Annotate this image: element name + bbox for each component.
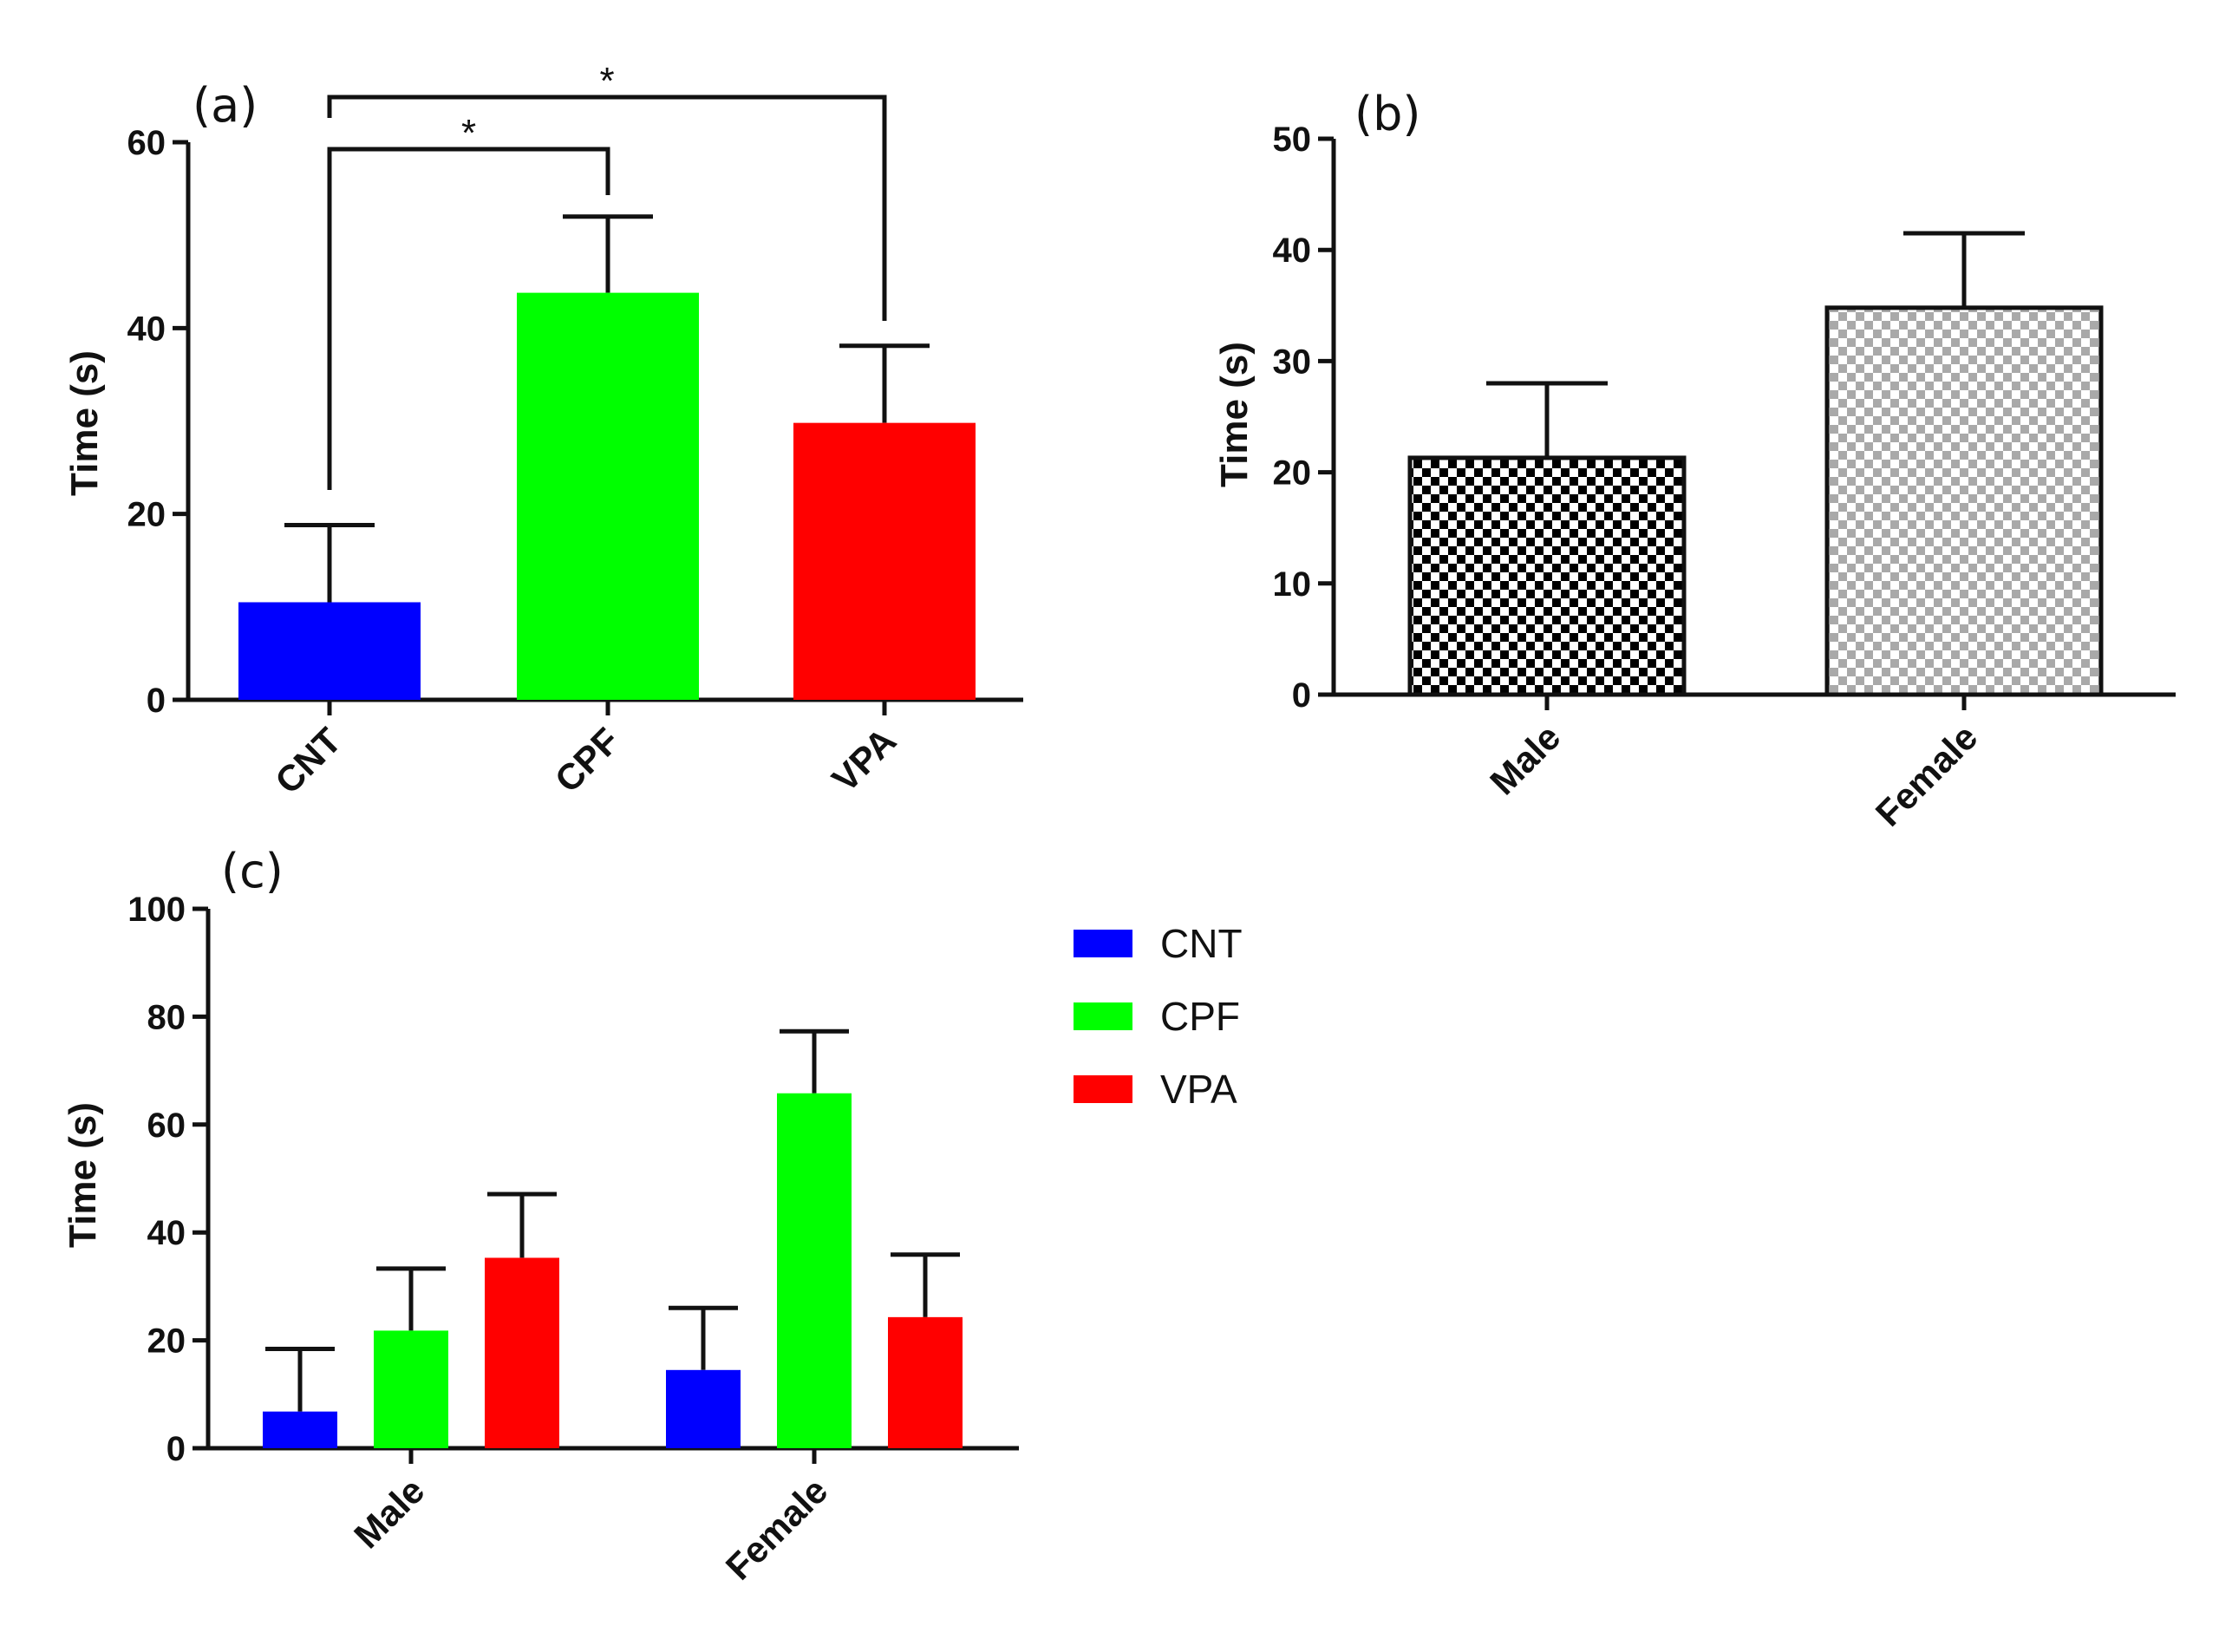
panel-c-y-tick-label: 80	[147, 998, 186, 1036]
panel-c-legend: CNT CPF VPA	[1074, 921, 1243, 1112]
panel-a-bar-cpf	[517, 292, 699, 700]
panel-b-label: (b)	[1354, 87, 1420, 141]
legend-label-cnt: CNT	[1160, 921, 1243, 966]
panel-b-y-tick-label: 20	[1273, 454, 1312, 493]
panel-a-chart: (a) Time (s) 0 20 40 60 CNT CPF VPA * *	[63, 60, 1023, 801]
legend-swatch-vpa	[1074, 1075, 1132, 1103]
panel-b-chart: (b) Time (s) 0 10 20 30 40 50 Male Female	[1213, 87, 2176, 834]
panel-c-bar-female-cnt	[666, 1369, 741, 1448]
panel-b-y-tick-label: 40	[1273, 232, 1312, 270]
panel-c-y-axis-title: Time (s)	[62, 1102, 104, 1248]
panel-a-x-tick-label: CNT	[267, 720, 349, 802]
legend-swatch-cnt	[1074, 930, 1132, 957]
panel-b-y-tick-label: 0	[1292, 676, 1311, 715]
panel-a-y-tick-label: 0	[147, 682, 166, 720]
panel-b-x-tick-label: Male	[1482, 716, 1568, 802]
panel-b-bar-female	[1824, 305, 2104, 697]
panel-a-significance-bracket	[327, 147, 610, 490]
panel-b-y-axis-title: Time (s)	[1213, 342, 1256, 487]
panel-c-bar-female-cpf	[777, 1093, 852, 1448]
panel-c-bar-female-vpa	[888, 1316, 963, 1448]
panel-b-x-tick-label: Female	[1868, 716, 1986, 834]
panel-a-significance-bracket	[327, 95, 887, 321]
panel-c-y-tick-label: 60	[147, 1107, 186, 1145]
panel-c-y-tick-label: 0	[166, 1430, 186, 1468]
panel-c-label: (c)	[221, 844, 284, 898]
panel-a-x-tick-label: VPA	[824, 720, 904, 800]
panel-a-y-tick-label: 60	[127, 124, 166, 162]
legend-label-cpf: CPF	[1160, 994, 1240, 1039]
panel-a-significance-star: *	[599, 60, 614, 102]
panel-c-y-tick-label: 100	[127, 891, 186, 929]
legend-swatch-cpf	[1074, 1002, 1132, 1030]
panel-a-y-tick-label: 20	[127, 496, 166, 534]
legend-label-vpa: VPA	[1160, 1067, 1237, 1112]
panel-b-y-tick-label: 30	[1273, 343, 1312, 381]
panel-a-bar-vpa	[793, 422, 976, 700]
panel-a-significance-star: *	[461, 112, 476, 154]
panel-c-bar-male-cnt	[263, 1411, 337, 1448]
panel-c-y-tick-label: 40	[147, 1214, 186, 1252]
panel-c-y-tick-label: 20	[147, 1322, 186, 1361]
panel-b-y-tick-label: 10	[1273, 565, 1312, 604]
panel-a-label: (a)	[193, 78, 258, 133]
panel-a-bar-cnt	[238, 602, 421, 700]
panel-c-x-tick-label: Female	[718, 1470, 836, 1588]
panel-c-bar-male-vpa	[485, 1257, 559, 1448]
panel-b-y-tick-label: 50	[1273, 121, 1312, 159]
panel-c-bar-male-cpf	[374, 1330, 448, 1448]
panel-b-bar-male	[1407, 455, 1687, 697]
panel-a-y-tick-label: 40	[127, 310, 166, 348]
panel-a-x-tick-label: CPF	[547, 720, 628, 800]
panel-c-x-tick-label: Male	[346, 1470, 432, 1556]
panel-a-y-axis-title: Time (s)	[63, 350, 106, 496]
